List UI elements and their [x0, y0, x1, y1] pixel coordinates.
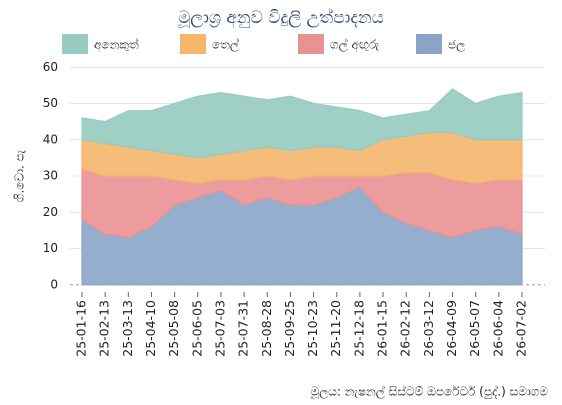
x-tick-label: 26-01-15 — [375, 300, 390, 357]
y-tick-label: 60 — [43, 60, 58, 74]
y-tick-label: 50 — [43, 96, 58, 110]
x-tick-label: 25-10-23 — [305, 300, 320, 357]
y-tick-label: 0 — [50, 277, 58, 291]
x-tick-label: 25-11-20 — [328, 300, 343, 357]
legend-swatch — [180, 34, 206, 54]
x-tick-label: 25-04-10 — [143, 300, 158, 357]
x-tick-label: 26-04-09 — [444, 300, 459, 357]
source-note: මූලය: නැෂනල් සිස්ටම් ඔපරේටර් (පුද්.) සමා… — [310, 384, 548, 399]
legend-swatch — [416, 34, 442, 54]
area — [81, 88, 523, 159]
x-tick-label: 26-07-02 — [514, 300, 529, 357]
x-tick-label: 25-03-13 — [120, 300, 135, 357]
y-tick-label: 30 — [43, 169, 58, 183]
x-tick-label: 26-03-12 — [421, 300, 436, 357]
x-tick-label: 25-12-18 — [351, 300, 366, 357]
legend-swatch — [298, 34, 324, 54]
x-tick-label: 25-05-08 — [166, 300, 181, 357]
legend-label: අනෙකුත් — [94, 37, 139, 52]
legend-label: ගල් අඟුරු — [330, 37, 380, 52]
y-tick-label: 40 — [43, 132, 58, 146]
x-tick-label: 25-02-13 — [97, 300, 112, 357]
chart-title: මූලාශ්‍ර අනුව විදුලි උත්පාදනය — [178, 8, 384, 29]
x-tick-label: 25-06-05 — [189, 300, 204, 357]
x-tick-label: 25-08-28 — [259, 300, 274, 357]
x-tick-label: 26-06-04 — [490, 300, 505, 357]
y-axis-label: ගි.වො. පැ — [13, 149, 27, 202]
x-tick-label: 26-05-07 — [467, 300, 482, 357]
x-tick-label: 25-07-03 — [212, 300, 227, 357]
x-tick-label: 25-09-25 — [282, 300, 297, 357]
x-tick-label: 25-07-31 — [236, 300, 251, 357]
legend-swatch — [62, 34, 88, 54]
y-tick-label: 20 — [43, 205, 58, 219]
y-tick-label: 10 — [43, 241, 58, 255]
x-tick-label: 25-01-16 — [74, 300, 89, 357]
x-tick-label: 26-02-12 — [398, 300, 413, 357]
legend-label: තෙල් — [212, 37, 239, 52]
legend-label: ජල — [448, 38, 465, 53]
